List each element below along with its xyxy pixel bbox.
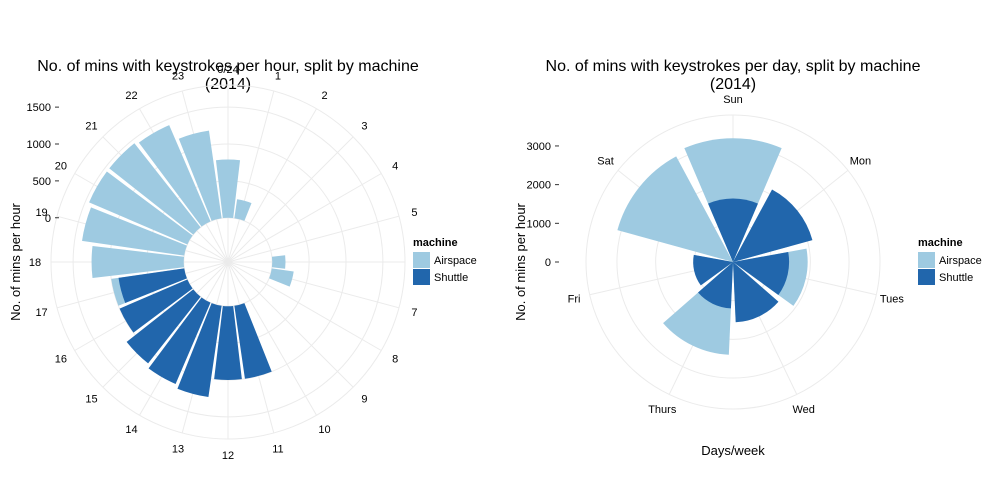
daily-legend-label-shuttle: Shuttle: [939, 272, 973, 284]
hourly-grid-spoke: [227, 215, 400, 263]
daily-chart-title-line1: No. of mins with keystrokes per day, spl…: [546, 58, 921, 75]
daily-chart-legend: machine Airspace Shuttle: [918, 237, 982, 285]
daily-bar-shuttle-thurs: [698, 262, 733, 309]
hourly-angle-label-11: 11: [272, 443, 283, 455]
daily-angle-label-mon: Mon: [850, 155, 871, 167]
hourly-bar-airspace-22: [138, 125, 211, 227]
hourly-angle-label-23: 23: [172, 71, 184, 83]
hourly-chart: No. of mins with keystrokes per hour, sp…: [8, 58, 477, 462]
daily-chart-xlabel: Days/week: [701, 443, 765, 458]
hourly-angle-label-18: 18: [29, 257, 41, 269]
hourly-angle-label-13: 13: [172, 443, 184, 455]
hourly-legend-label-shuttle: Shuttle: [434, 272, 468, 284]
hourly-angle-label-10: 10: [318, 424, 330, 436]
daily-chart-title-line2: (2014): [710, 76, 756, 93]
daily-legend-swatch-airspace: [918, 252, 935, 268]
hourly-bar-airspace-21: [109, 143, 201, 235]
daily-legend-swatch-shuttle: [918, 269, 935, 285]
hourly-chart-bars: [82, 125, 294, 398]
daily-y-tick-label: 0: [545, 257, 551, 269]
daily-chart: No. of mins with keystrokes per day, spl…: [513, 58, 982, 458]
hourly-grid-spoke: [227, 90, 275, 263]
hourly-bar-airspace-23: [178, 130, 222, 221]
hourly-angle-label-3: 3: [361, 121, 367, 133]
hourly-angle-label-21: 21: [85, 121, 97, 133]
daily-bar-shuttle-sun: [708, 198, 758, 262]
daily-angle-label-sun: Sun: [723, 94, 743, 106]
hourly-angle-label-1: 1: [275, 71, 281, 83]
daily-angle-label-thurs: Thurs: [648, 404, 677, 416]
hourly-grid-spoke: [227, 173, 382, 263]
hourly-angle-label-19: 19: [35, 207, 47, 219]
daily-angle-label-tues: Tues: [880, 293, 905, 305]
daily-y-tick-label: 1000: [527, 218, 551, 230]
hourly-angle-label-17: 17: [35, 307, 47, 319]
hourly-chart-y-ticks: 1500 1000 500 0: [27, 102, 59, 225]
hourly-angle-label-0-24: 0/24: [217, 64, 238, 76]
hourly-bar-airspace-19: [82, 207, 187, 256]
daily-bar-shuttle-tues: [733, 251, 790, 295]
hourly-y-tick-label: 500: [33, 176, 51, 188]
hourly-bar-airspace-6: [271, 255, 286, 269]
hourly-angle-label-14: 14: [125, 424, 137, 436]
hourly-y-tick-label: 1500: [27, 102, 51, 114]
hourly-angle-label-20: 20: [55, 161, 67, 173]
daily-y-tick-label: 3000: [527, 141, 551, 153]
hourly-bar-airspace-18: [91, 245, 185, 279]
hourly-angle-label-5: 5: [411, 207, 417, 219]
daily-bar-shuttle-mon: [733, 189, 813, 262]
hourly-bar-shuttle-14: [148, 297, 211, 384]
hourly-angle-label-9: 9: [361, 393, 367, 405]
daily-legend-title: machine: [918, 237, 963, 249]
hourly-legend-label-airspace: Airspace: [434, 255, 477, 267]
hourly-chart-ylabel: No. of mins per hour: [8, 202, 23, 320]
hourly-bar-airspace-20: [89, 171, 193, 245]
hourly-grid-spoke: [227, 108, 317, 263]
hourly-angle-label-16: 16: [55, 354, 67, 366]
hourly-chart-angle-labels: 0/24123456789101112131415161718192021222…: [29, 64, 424, 462]
daily-chart-bars: [617, 138, 813, 355]
daily-bar-airspace-sat: [617, 156, 733, 262]
daily-angle-label-wed: Wed: [793, 404, 815, 416]
hourly-bar-shuttle-16: [119, 279, 193, 333]
daily-bar-shuttle-fri: [693, 254, 733, 286]
daily-y-tick-label: 2000: [527, 180, 551, 192]
daily-legend-label-airspace: Airspace: [939, 255, 982, 267]
hourly-bar-shuttle-11: [234, 303, 272, 379]
hourly-angle-label-22: 22: [125, 90, 137, 102]
hourly-angle-label-12: 12: [222, 450, 234, 462]
hourly-bar-airspace-7: [269, 268, 294, 287]
hourly-angle-label-8: 8: [392, 354, 398, 366]
hourly-angle-label-15: 15: [85, 393, 97, 405]
hourly-bar-airspace-0-24: [215, 159, 241, 219]
hourly-bar-shuttle-17: [118, 268, 187, 303]
hourly-bar-shuttle-12: [214, 305, 242, 380]
hourly-legend-swatch-airspace: [413, 252, 430, 268]
hourly-grid-spoke: [227, 136, 354, 263]
daily-angle-label-fri: Fri: [568, 293, 581, 305]
hourly-grid-spoke: [227, 261, 400, 309]
daily-chart-y-ticks: 3000 2000 1000 0: [527, 141, 559, 269]
daily-angle-label-sat: Sat: [597, 155, 614, 167]
hourly-grid-spoke: [227, 261, 354, 388]
hourly-legend-swatch-shuttle: [413, 269, 430, 285]
hourly-bar-shuttle-15: [126, 289, 201, 364]
hourly-grid-spoke: [227, 261, 317, 416]
hourly-y-tick-label: 0: [45, 213, 51, 225]
hourly-y-tick-label: 1000: [27, 139, 51, 151]
hourly-grid-spoke: [227, 261, 382, 351]
daily-chart-angle-labels: Sun Mon Tues Wed Thurs Fri Sat: [568, 94, 905, 416]
hourly-legend-title: machine: [413, 237, 458, 249]
hourly-angle-label-7: 7: [411, 307, 417, 319]
hourly-chart-title-line1: No. of mins with keystrokes per hour, sp…: [37, 58, 419, 75]
hourly-bar-shuttle-13: [177, 303, 222, 398]
daily-bar-shuttle-wed: [733, 262, 779, 323]
hourly-bar-airspace-1: [234, 199, 252, 221]
hourly-chart-legend: machine Airspace Shuttle: [413, 237, 477, 285]
daily-chart-ylabel: No. of mins per hour: [513, 202, 528, 320]
hourly-angle-label-4: 4: [392, 161, 398, 173]
hourly-angle-label-2: 2: [321, 90, 327, 102]
